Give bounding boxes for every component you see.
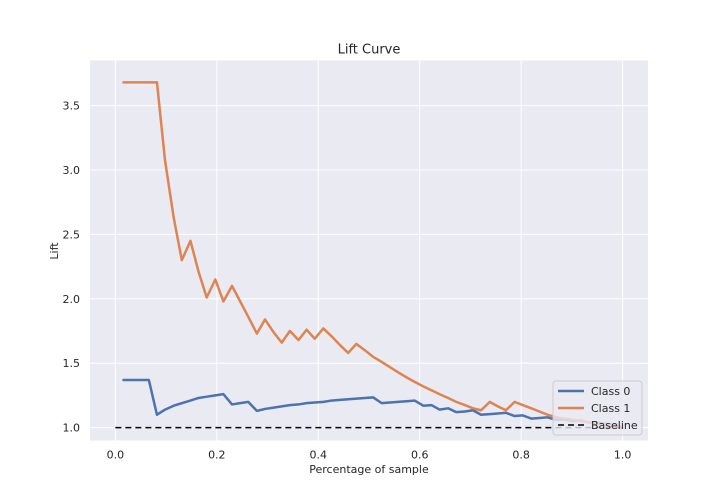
series-line-class-1	[122, 81, 624, 429]
series-line-class-0	[122, 378, 624, 429]
y-tick-label: 2.0	[63, 293, 81, 306]
x-tick-label: 0.0	[107, 449, 125, 462]
x-axis-label: Percentage of sample	[309, 463, 429, 476]
x-tick-label: 0.8	[512, 449, 530, 462]
y-tick-label: 1.5	[63, 357, 81, 370]
x-tick-label: 0.4	[310, 449, 328, 462]
chart-title: Lift Curve	[338, 43, 401, 58]
legend-label-class-1: Class 1	[591, 402, 630, 415]
legend: Class 0 Class 1 Baseline	[552, 380, 643, 436]
x-tick-label: 0.6	[411, 449, 429, 462]
grid	[90, 60, 648, 441]
y-tick-label: 1.0	[63, 422, 81, 435]
x-tick-label: 0.2	[208, 449, 226, 462]
legend-label-class-0: Class 0	[591, 385, 630, 398]
legend-box	[552, 380, 643, 436]
series-layer	[115, 81, 624, 429]
x-tick-label: 1.0	[614, 449, 632, 462]
y-tick-label: 3.5	[63, 100, 81, 113]
y-tick-label: 3.0	[63, 164, 81, 177]
y-tick-label: 2.5	[63, 228, 81, 241]
tick-labels: 0.0 0.2 0.4 0.6 0.8 1.0 1.0 1.5 2.0 2.5 3.0 3.5	[63, 100, 632, 462]
plot-background	[90, 60, 648, 441]
y-axis-label: Lift	[48, 242, 61, 260]
legend-label-baseline: Baseline	[591, 419, 638, 432]
